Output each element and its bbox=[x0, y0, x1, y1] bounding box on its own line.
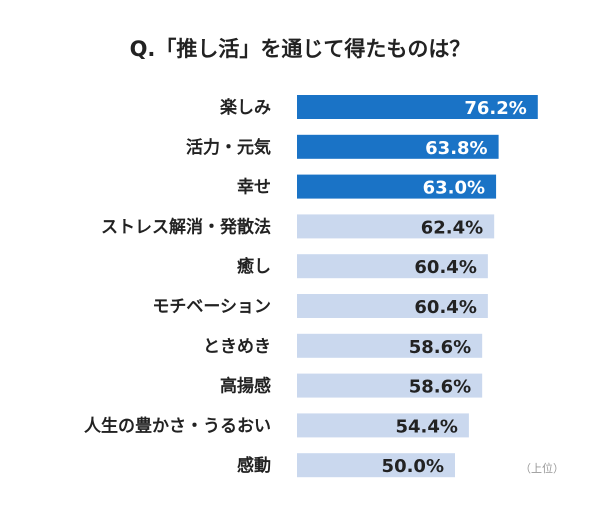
bar-7 bbox=[297, 333, 483, 358]
category-label-7: ときめき bbox=[203, 337, 271, 357]
value-label-3: 63.0% bbox=[423, 178, 485, 199]
category-label-4: ストレス解消・発散法 bbox=[101, 216, 271, 237]
value-label-6: 60.4% bbox=[414, 297, 476, 318]
bars-group: 楽しみ 76.2% 活力・元気 63.8% 幸せ 63.0% ストレス解消・発散法 62.4%… bbox=[84, 95, 538, 478]
category-label-1: 楽しみ bbox=[220, 97, 271, 118]
value-label-5: 60.4% bbox=[414, 257, 476, 278]
bar-3 bbox=[297, 174, 497, 199]
bar-2 bbox=[297, 134, 499, 159]
value-label-4: 62.4% bbox=[421, 217, 483, 238]
bar-6 bbox=[297, 294, 488, 318]
bar-10 bbox=[297, 453, 455, 478]
category-label-5: 癒し bbox=[237, 256, 271, 277]
bar-9 bbox=[297, 413, 469, 438]
category-label-10: 感動 bbox=[237, 455, 271, 476]
chart-title: Q.「推し活」を通じて得たものは？ bbox=[130, 37, 471, 61]
value-label-8: 58.6% bbox=[409, 377, 471, 398]
bar-8 bbox=[297, 373, 483, 398]
value-label-1: 76.2% bbox=[464, 98, 526, 119]
bar-4 bbox=[297, 214, 495, 239]
bar-1 bbox=[297, 95, 538, 119]
value-label-7: 58.6% bbox=[409, 337, 471, 358]
category-label-6: モチベーション bbox=[152, 297, 271, 317]
bar-5 bbox=[297, 254, 488, 279]
category-label-3: 幸せ bbox=[237, 177, 271, 198]
chart-note: （上位） bbox=[520, 461, 564, 475]
category-label-2: 活力・元気 bbox=[186, 137, 271, 158]
value-label-10: 50.0% bbox=[382, 456, 444, 477]
category-label-8: 高揚感 bbox=[220, 376, 271, 397]
value-label-9: 54.4% bbox=[395, 416, 457, 437]
value-label-2: 63.8% bbox=[425, 138, 487, 159]
category-label-9: 人生の豊かさ・うるおい bbox=[84, 415, 271, 436]
